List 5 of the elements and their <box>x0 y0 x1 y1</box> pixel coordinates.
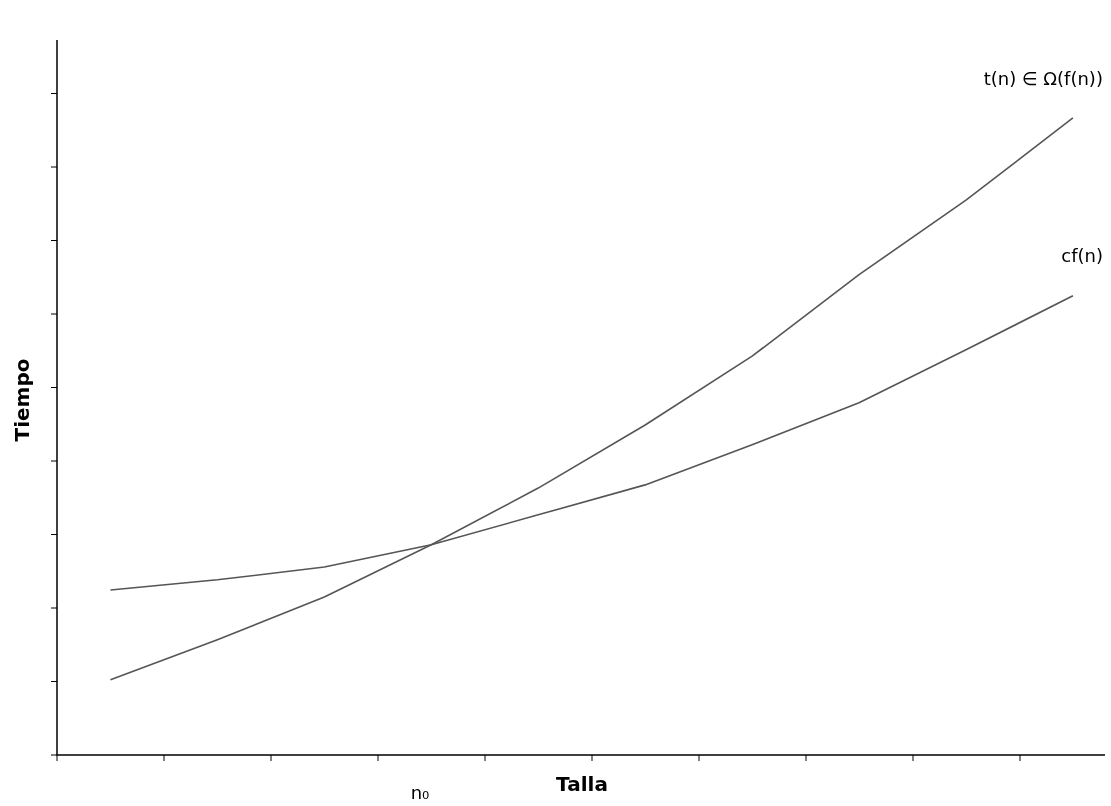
x-axis-title: Talla <box>556 772 608 797</box>
text: t(n) ∈ Ω(f(n)) <box>983 67 1103 89</box>
series-label: cf(n) <box>1061 245 1103 267</box>
y-axis-title: Tiempo <box>10 358 35 442</box>
text: n₀ <box>410 781 430 803</box>
